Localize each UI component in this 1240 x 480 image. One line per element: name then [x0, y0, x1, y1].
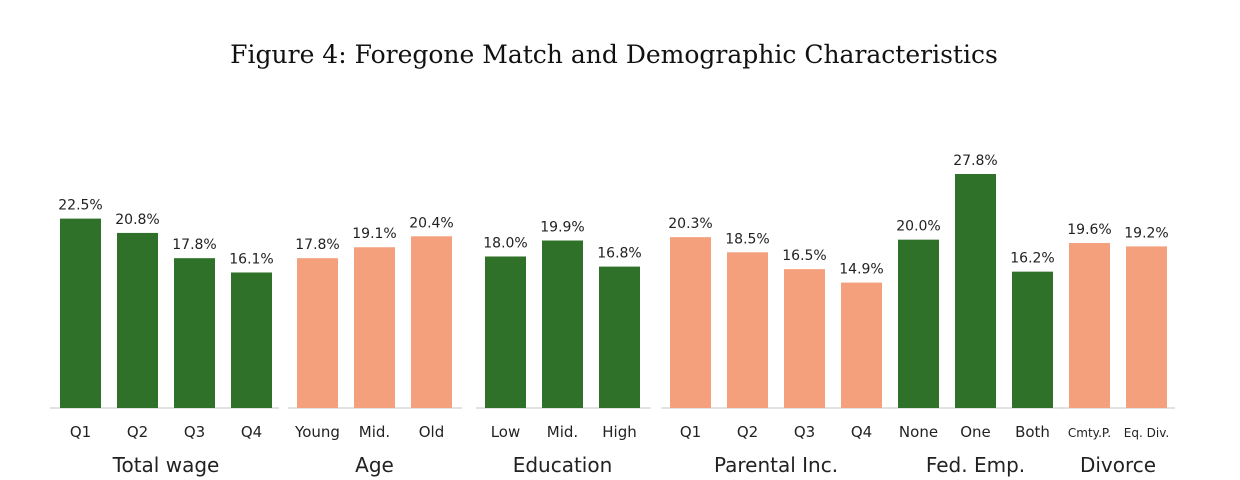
group-label: Education: [513, 453, 613, 477]
data-label: 18.5%: [725, 231, 769, 247]
bar: [354, 247, 395, 408]
bar: [542, 240, 583, 408]
tick-label: Q2: [737, 423, 758, 441]
group-label: Divorce: [1080, 453, 1156, 477]
bar-group-age: 17.8% Young 19.1% Mid. 20.4% Old Age: [288, 215, 462, 477]
data-label: 20.0%: [896, 219, 940, 235]
tick-label: Cmty.P.: [1068, 426, 1111, 440]
data-label: 16.2%: [1010, 251, 1054, 267]
tick-label: Q2: [127, 423, 148, 441]
bar: [1012, 271, 1053, 408]
bar: [841, 282, 882, 408]
data-label: 16.1%: [229, 251, 273, 267]
tick-label: Q1: [680, 423, 701, 441]
tick-label: Q3: [794, 423, 815, 441]
data-label: 22.5%: [58, 198, 102, 214]
group-label: Fed. Emp.: [926, 453, 1025, 477]
bar: [1126, 246, 1167, 408]
bar: [955, 174, 996, 408]
data-label: 20.8%: [115, 212, 159, 228]
tick-label: One: [960, 423, 991, 441]
tick-label: Q4: [851, 423, 872, 441]
bar: [1069, 243, 1110, 408]
tick-label: Q4: [241, 423, 262, 441]
bar: [297, 258, 338, 408]
tick-label: Young: [294, 423, 340, 441]
tick-label: Mid.: [359, 423, 390, 441]
bar: [485, 256, 526, 408]
data-label: 14.9%: [839, 262, 883, 278]
bar-group-education: 18.0% Low 19.9% Mid. 16.8% High Education: [476, 219, 651, 477]
tick-label: Low: [491, 423, 521, 441]
data-label: 17.8%: [172, 237, 216, 253]
tick-label: Q3: [184, 423, 205, 441]
group-label: Total wage: [112, 453, 220, 477]
bar-group-fed-emp: 20.0% None 27.8% One 16.2% Both Fed. Emp.: [889, 153, 1065, 477]
bar: [670, 237, 711, 408]
data-label: 17.8%: [295, 237, 339, 253]
tick-label: Old: [419, 423, 445, 441]
data-label: 16.5%: [782, 248, 826, 264]
data-label: 20.4%: [409, 215, 453, 231]
data-label: 18.0%: [483, 235, 527, 251]
tick-label: Eq. Div.: [1124, 426, 1169, 440]
bar: [727, 252, 768, 408]
bar: [231, 272, 272, 408]
tick-label: None: [899, 423, 938, 441]
tick-label: High: [602, 423, 636, 441]
group-label: Parental Inc.: [714, 453, 838, 477]
data-label: 20.3%: [668, 216, 712, 232]
bar: [898, 239, 939, 408]
data-label: 16.8%: [597, 246, 641, 262]
group-label: Age: [355, 453, 394, 477]
bar: [117, 232, 158, 408]
figure-title: Figure 4: Foregone Match and Demographic…: [230, 40, 998, 69]
tick-label: Both: [1015, 423, 1050, 441]
data-label: 19.6%: [1067, 222, 1111, 238]
data-label: 19.2%: [1124, 225, 1168, 241]
bar: [60, 218, 101, 408]
bar-group-parental-inc: 20.3% Q1 18.5% Q2 16.5% Q3 14.9% Q4 Parental Inc…: [661, 216, 893, 477]
bar-group-divorce: 19.6% Cmty.P. 19.2% Eq. Div. Divorce: [1060, 222, 1175, 477]
bar-group-total-wage: 22.5% Q1 20.8% Q2 17.8% Q3 16.1% Q4 Total wage: [50, 198, 279, 477]
data-label: 27.8%: [953, 153, 997, 169]
bar: [784, 269, 825, 408]
bar: [599, 266, 640, 408]
tick-label: Q1: [70, 423, 91, 441]
data-label: 19.9%: [540, 219, 584, 235]
bar: [411, 236, 452, 408]
tick-label: Mid.: [547, 423, 578, 441]
data-label: 19.1%: [352, 226, 396, 242]
bar: [174, 258, 215, 408]
